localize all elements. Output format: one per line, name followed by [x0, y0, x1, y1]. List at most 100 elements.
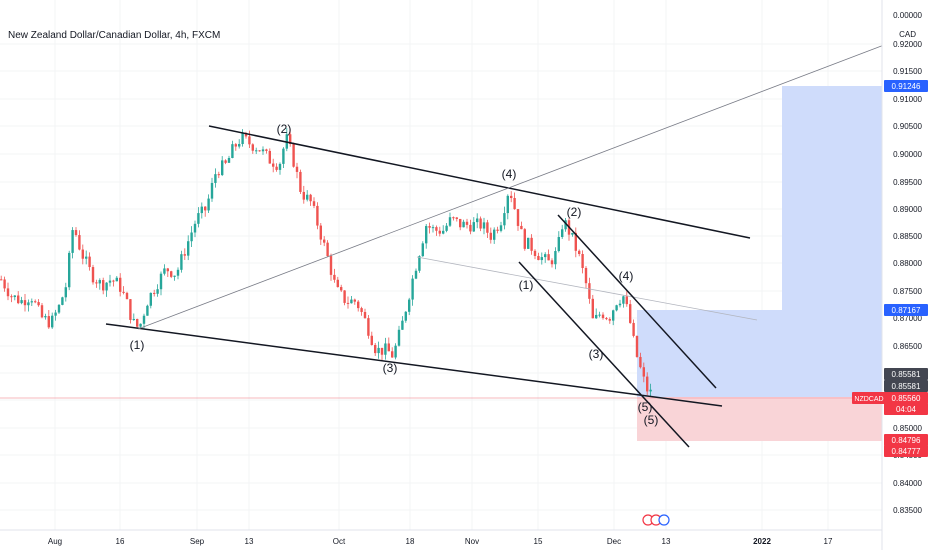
candle-body	[605, 318, 608, 320]
candle-body	[210, 182, 214, 199]
wedge-lower-line	[518, 261, 690, 448]
chart-title: New Zealand Dollar/Canadian Dollar, 4h, …	[8, 30, 221, 41]
candle-body	[299, 171, 302, 192]
event-flag-icon	[658, 514, 670, 526]
candle-body	[472, 222, 475, 232]
candle-body	[217, 174, 220, 176]
candle-body	[629, 304, 632, 323]
candle-body	[425, 226, 428, 244]
candle-body	[119, 277, 122, 292]
y-tick-label: 0.88000	[893, 259, 922, 268]
candle-body	[149, 292, 152, 306]
candle-body	[139, 323, 142, 327]
candle-body	[122, 291, 125, 293]
candle-body	[207, 198, 210, 211]
candle-body	[105, 282, 108, 291]
candle-body	[51, 315, 54, 328]
candle-body	[244, 133, 248, 137]
candle-body	[241, 133, 244, 145]
y-tick-label: 0.89000	[893, 205, 922, 214]
price-label: 0.84796	[892, 436, 921, 445]
candle-body	[513, 198, 516, 210]
candle-body	[265, 149, 268, 151]
candle-body	[357, 301, 360, 309]
channel-lower-line	[105, 323, 723, 407]
x-tick-label: 2022	[753, 537, 771, 546]
candle-body	[462, 221, 465, 228]
candle-body	[268, 150, 271, 164]
candle-body	[85, 256, 88, 259]
candle-body	[588, 283, 591, 299]
candle-body	[608, 319, 611, 321]
candle-body	[180, 254, 183, 270]
candle-body	[204, 206, 207, 211]
candle-body	[394, 345, 397, 358]
candle-body	[632, 322, 635, 336]
candle-body	[595, 314, 598, 319]
candle-body	[64, 287, 67, 298]
price-label: 0.91246	[892, 82, 921, 91]
candle-body	[81, 249, 84, 259]
candle-body	[408, 299, 411, 312]
candle-body	[30, 301, 33, 303]
candle-body	[428, 226, 431, 228]
candle-body	[197, 213, 200, 224]
candle-body	[333, 274, 336, 280]
candle-body	[639, 356, 642, 368]
position-target-box-lower	[637, 310, 782, 397]
y-tick-label: 0.90000	[893, 150, 922, 159]
candle-body	[336, 279, 339, 288]
position-target-box-upper	[782, 86, 882, 397]
candle-body	[482, 222, 486, 229]
currency-label: CAD	[899, 30, 916, 39]
candle-body	[278, 163, 282, 170]
candle-body	[309, 194, 312, 202]
candle-body	[411, 278, 414, 300]
candle-body	[74, 230, 78, 236]
candle-body	[380, 347, 384, 355]
candle-body	[326, 242, 329, 257]
y-tick-label: 0.90500	[893, 122, 922, 131]
candle-body	[448, 217, 452, 226]
candle-body	[248, 136, 251, 145]
wave-label: (2)	[277, 122, 292, 136]
candle-body	[618, 303, 622, 306]
channel-upper-line	[208, 125, 751, 239]
y-tick-label: 0.86500	[893, 342, 922, 351]
candle-body	[581, 254, 584, 269]
position-stop-box	[637, 397, 882, 441]
candle-body	[479, 218, 482, 229]
candle-body	[442, 230, 445, 234]
x-tick-label: Oct	[333, 537, 346, 546]
candle-body	[404, 311, 407, 321]
y-tick-label: 0.84000	[893, 479, 922, 488]
candle-body	[455, 217, 458, 219]
candle-body	[418, 256, 421, 271]
candle-body	[34, 301, 37, 303]
wedge-upper-line	[557, 214, 717, 389]
y-tick-label: 0.92000	[893, 40, 922, 49]
candle-body	[57, 304, 61, 313]
y-tick-label: 0.87000	[893, 314, 922, 323]
candle-body	[221, 160, 224, 176]
candle-body	[547, 254, 550, 261]
candle-body	[612, 310, 615, 321]
candle-body	[292, 144, 295, 167]
candle-body	[20, 300, 23, 304]
x-tick-label: 17	[824, 537, 833, 546]
candle-body	[615, 305, 618, 311]
candle-body	[319, 225, 322, 240]
candle-body	[289, 134, 292, 145]
inner-grey-line	[416, 256, 758, 321]
price-label: 0.85560	[892, 394, 921, 403]
candle-body	[17, 295, 20, 304]
candle-body	[360, 308, 363, 312]
candle-body	[170, 271, 173, 277]
candle-body	[272, 163, 275, 167]
wave-label: (1)	[519, 278, 534, 292]
candle-body	[323, 239, 326, 243]
candle-body	[564, 220, 567, 230]
candle-body	[370, 335, 373, 345]
